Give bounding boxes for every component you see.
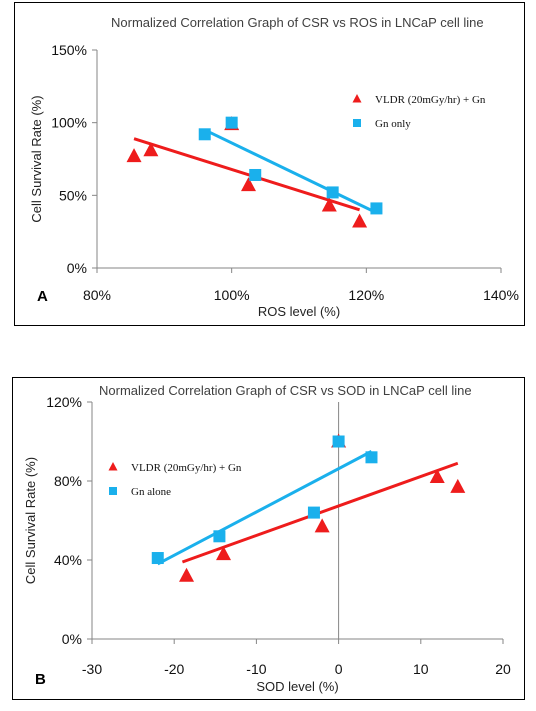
x-tick-label: 120% xyxy=(348,287,384,303)
legend-triangle-icon xyxy=(352,94,362,103)
x-axis-label: ROS level (%) xyxy=(258,304,340,319)
square-marker xyxy=(151,552,164,565)
legend-label: VLDR (20mGy/hr) + Gn xyxy=(131,462,242,474)
square-marker xyxy=(365,451,378,464)
legend-label: VLDR (20mGy/hr) + Gn xyxy=(375,94,486,106)
square-marker xyxy=(198,128,211,141)
x-tick-label: -10 xyxy=(246,661,266,677)
chart-panel-b: Normalized Correlation Graph of CSR vs S… xyxy=(12,377,525,700)
triangle-marker xyxy=(352,213,368,228)
x-tick-label: -30 xyxy=(82,661,102,677)
legend-label: Gn only xyxy=(375,118,411,130)
panel-letter: A xyxy=(37,288,48,305)
y-tick-label: 0% xyxy=(67,260,87,276)
legend-label: Gn alone xyxy=(131,486,171,498)
y-tick-label: 150% xyxy=(51,42,87,58)
square-marker xyxy=(370,202,383,215)
panel-letter: B xyxy=(35,671,46,688)
chart-b-svg: Normalized Correlation Graph of CSR vs S… xyxy=(23,383,511,694)
x-tick-label: 80% xyxy=(83,287,111,303)
y-axis-label: Cell Survival Rate (%) xyxy=(23,457,38,584)
x-tick-label: 100% xyxy=(214,287,250,303)
legend-square-icon xyxy=(353,119,361,127)
chart-panel-a: Normalized Correlation Graph of CSR vs R… xyxy=(14,2,525,326)
y-tick-label: 100% xyxy=(51,115,87,131)
legend-square-icon xyxy=(109,487,117,495)
x-tick-label: 10 xyxy=(413,661,429,677)
x-tick-label: 0 xyxy=(335,661,343,677)
legend-triangle-icon xyxy=(108,462,118,471)
chart-a-svg: Normalized Correlation Graph of CSR vs R… xyxy=(29,15,519,319)
triangle-marker xyxy=(143,142,159,157)
x-tick-label: 20 xyxy=(495,661,511,677)
square-marker xyxy=(225,116,238,129)
triangle-marker xyxy=(314,518,330,533)
triangle-marker xyxy=(450,478,466,493)
y-tick-label: 80% xyxy=(54,473,82,489)
x-tick-label: 140% xyxy=(483,287,519,303)
square-marker xyxy=(307,506,320,519)
trendline-gn xyxy=(157,450,373,566)
x-tick-label: -20 xyxy=(164,661,184,677)
square-marker xyxy=(326,186,339,199)
square-marker xyxy=(332,435,345,448)
triangle-marker xyxy=(241,177,256,192)
y-tick-label: 0% xyxy=(62,631,82,647)
trendline-gn xyxy=(204,128,378,215)
trendline-vldr xyxy=(181,461,459,564)
chart-title: Normalized Correlation Graph of CSR vs S… xyxy=(99,383,472,398)
chart-title: Normalized Correlation Graph of CSR vs R… xyxy=(111,15,484,30)
triangle-marker xyxy=(429,469,445,484)
y-tick-label: 50% xyxy=(59,187,87,203)
triangle-marker xyxy=(216,546,232,561)
triangle-marker xyxy=(179,567,195,582)
y-tick-label: 120% xyxy=(46,394,82,410)
y-axis-label: Cell Survival Rate (%) xyxy=(29,95,44,222)
square-marker xyxy=(213,530,226,543)
triangle-marker xyxy=(126,148,142,163)
trendline-vldr xyxy=(133,137,361,212)
square-marker xyxy=(249,168,262,181)
y-tick-label: 40% xyxy=(54,552,82,568)
x-axis-label: SOD level (%) xyxy=(256,679,338,694)
triangle-marker xyxy=(321,197,337,212)
